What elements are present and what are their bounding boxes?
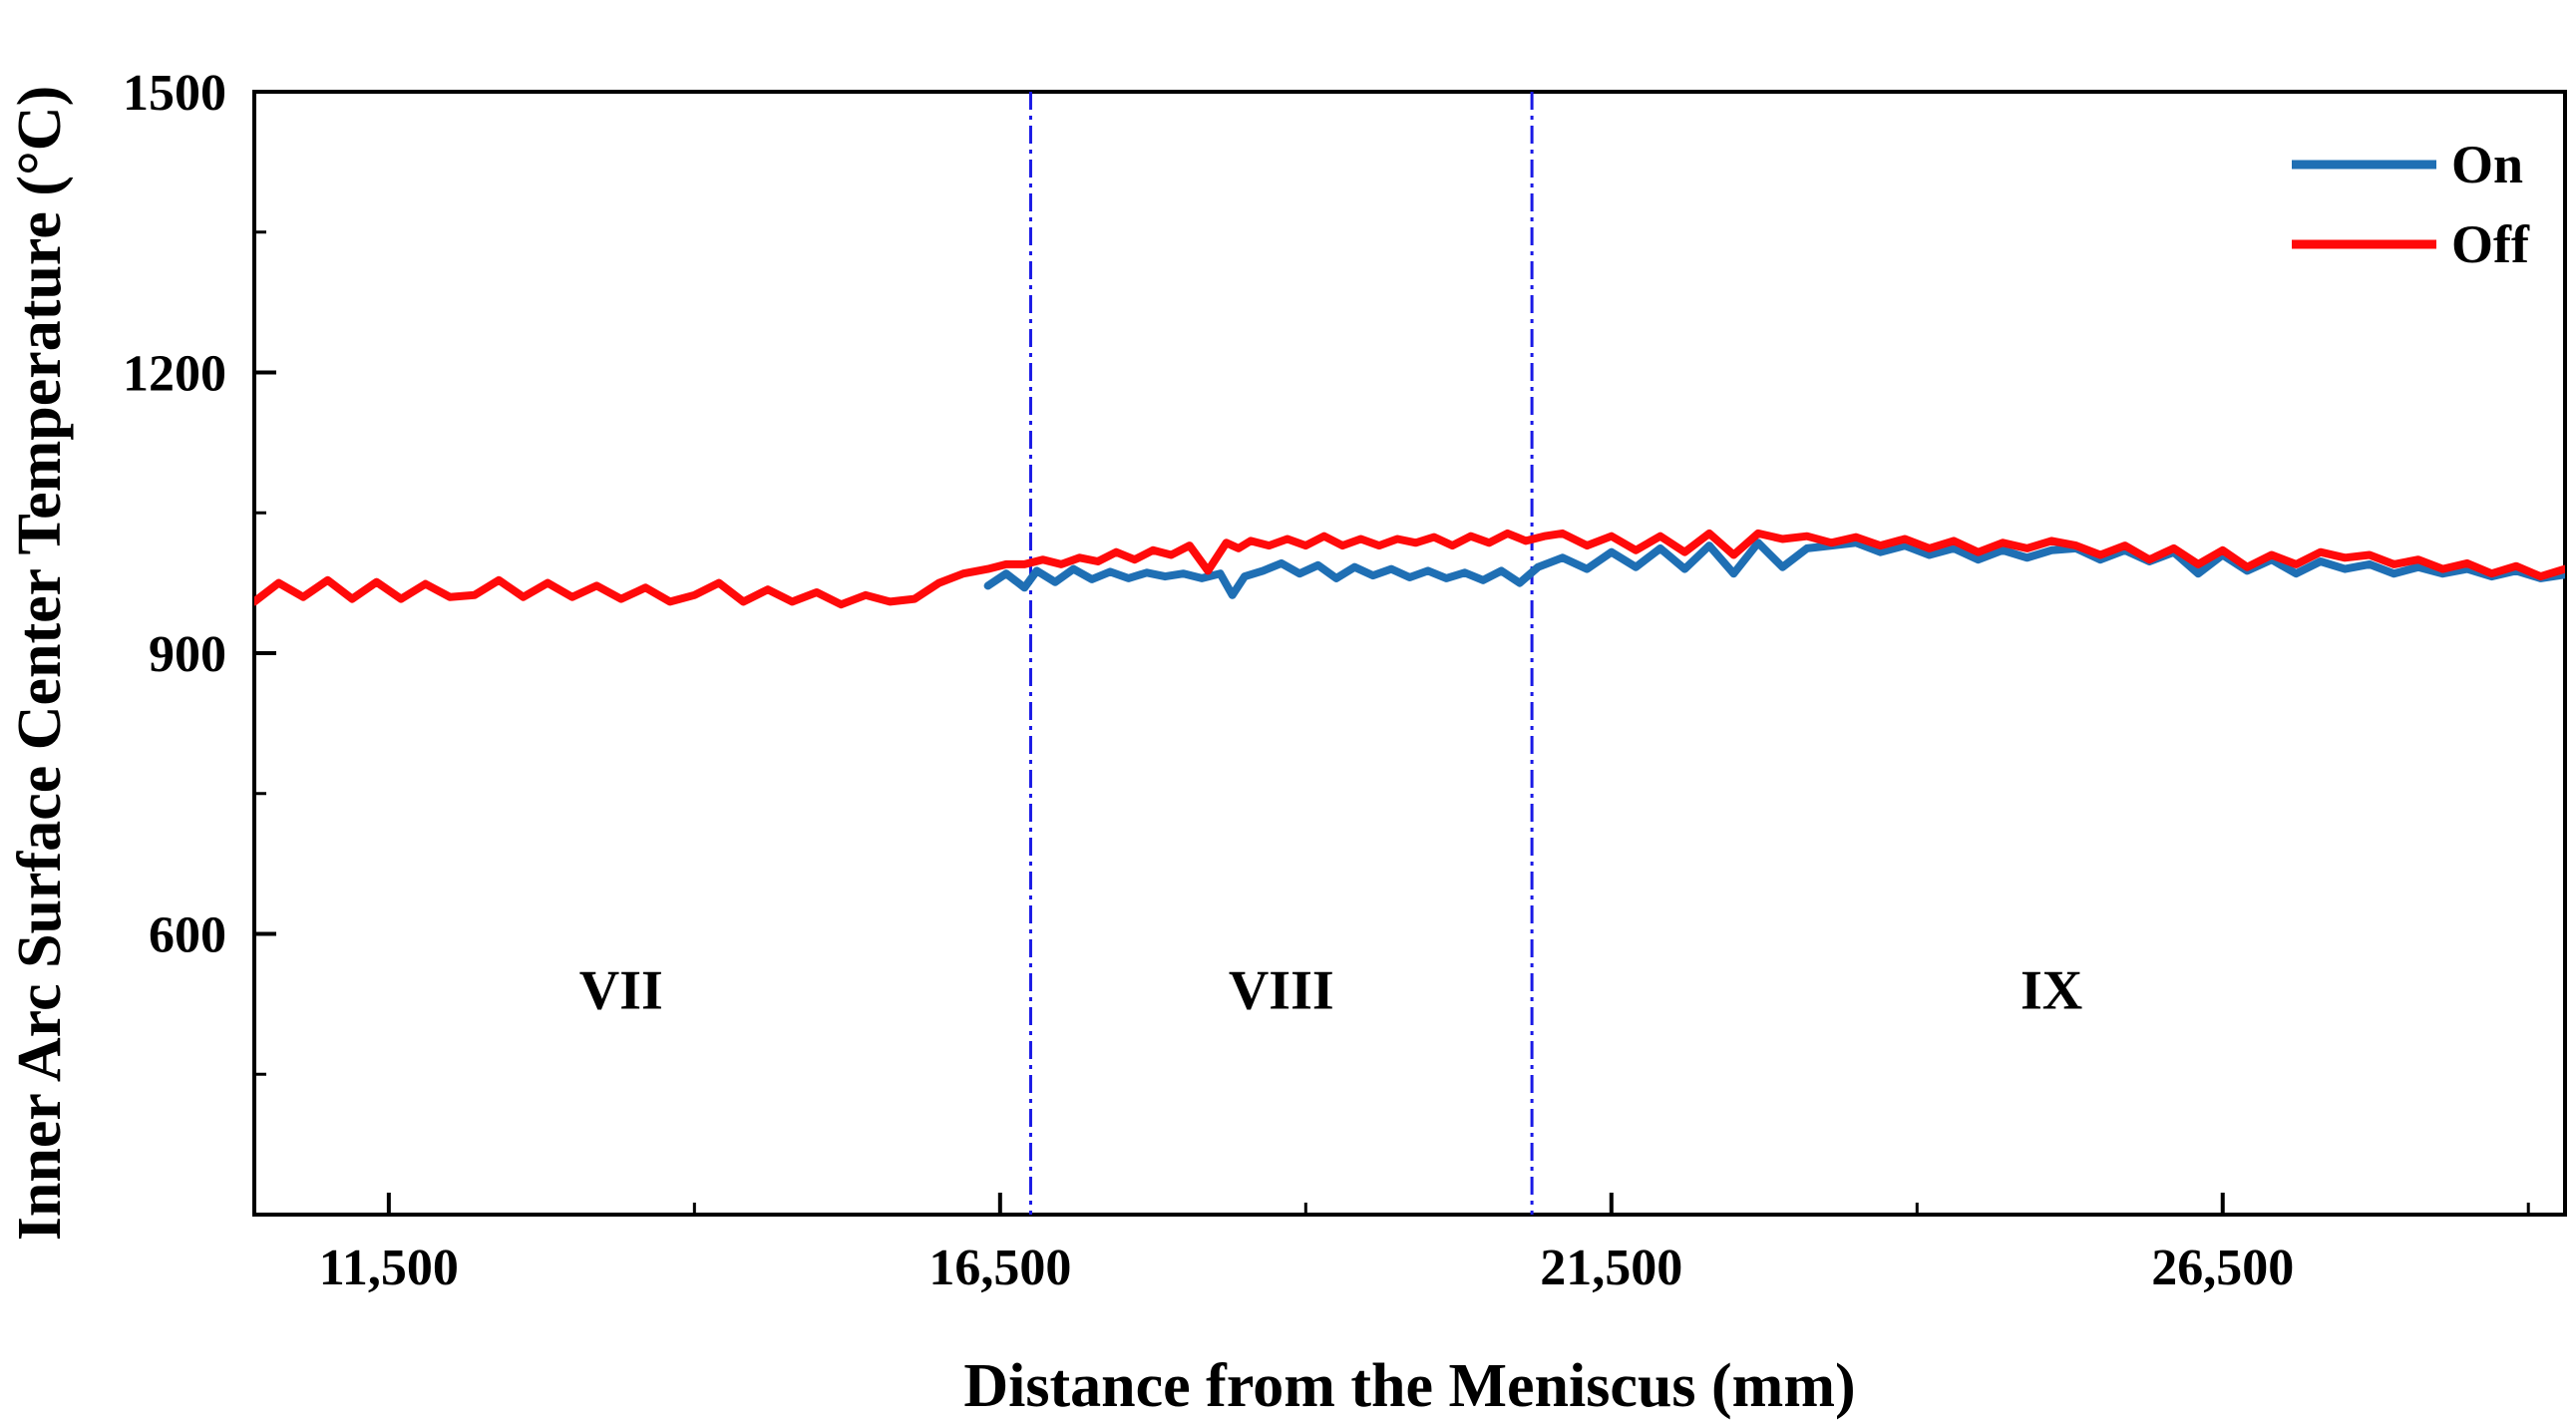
plot-frame: [252, 90, 2567, 1217]
x-tick-label: 16,500: [928, 1240, 1071, 1296]
y-tick-label: 900: [149, 626, 226, 683]
series-line-on: [983, 538, 2565, 599]
zone-label-vii: VII: [579, 960, 663, 1022]
legend-label-on: On: [2451, 135, 2523, 194]
x-tick-label: 11,500: [319, 1240, 459, 1296]
series-line-off: [254, 529, 2565, 609]
y-tick-label: 600: [149, 907, 226, 964]
zone-label-ix: IX: [2021, 960, 2082, 1022]
x-tick-label: 26,500: [2151, 1240, 2294, 1296]
legend-label-off: Off: [2451, 214, 2530, 274]
x-tick-label: 21,500: [1540, 1240, 1682, 1296]
zone-label-viii: VIII: [1229, 960, 1334, 1022]
legend: On Off: [2292, 135, 2530, 274]
y-axis-title: Inner Arc Surface Center Temperature (°C…: [6, 86, 74, 1241]
y-tick-label: 1500: [123, 65, 226, 122]
x-axis-title: Distance from the Meniscus (mm): [963, 1352, 1855, 1420]
y-tick-label: 1200: [123, 346, 226, 403]
